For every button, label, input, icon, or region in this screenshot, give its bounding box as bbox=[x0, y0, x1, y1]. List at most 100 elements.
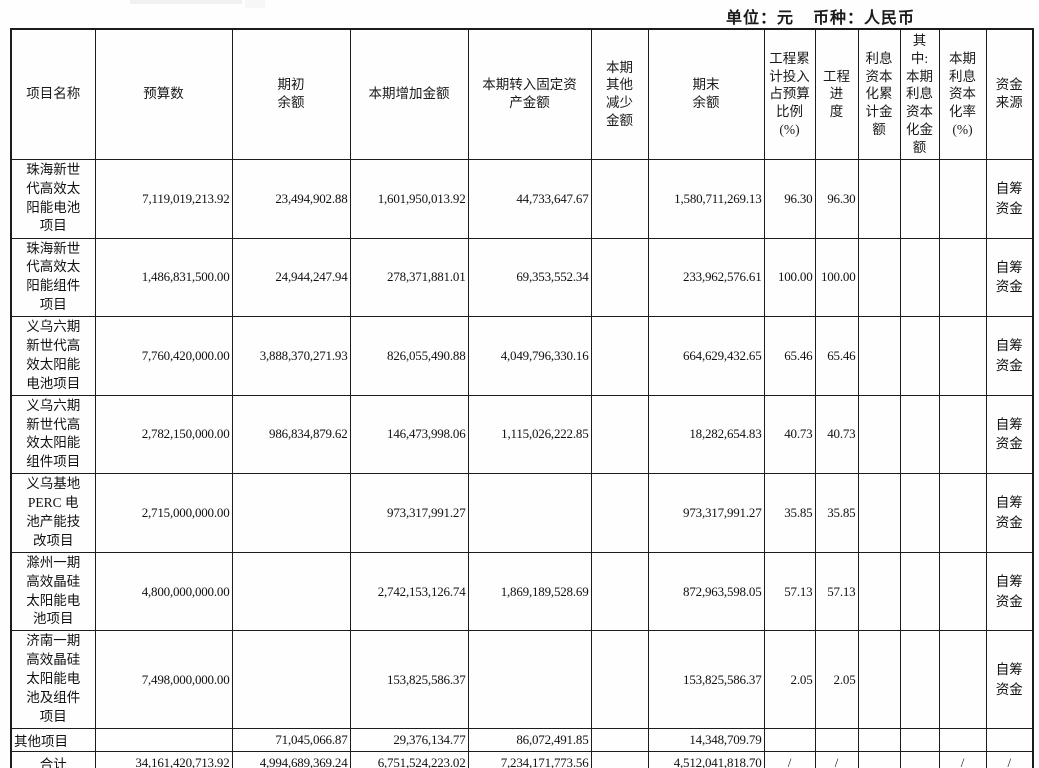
project-name-cell: 珠海新世 代高效太 阳能电池 项目 bbox=[10, 158, 96, 239]
increase-cell: 146,473,998.06 bbox=[349, 394, 469, 475]
progress-cell: 96.30 bbox=[814, 158, 859, 239]
increase-cell: 153,825,586.37 bbox=[349, 630, 469, 729]
funding-source-total-cell: / bbox=[985, 750, 1034, 768]
project-name-cell: 珠海新世 代高效太 阳能组件 项目 bbox=[10, 237, 96, 318]
progress-cell: 35.85 bbox=[814, 473, 859, 553]
currency-label: 币种：人民币 bbox=[813, 10, 916, 27]
budget-cell: 1,486,831,500.00 bbox=[94, 237, 233, 318]
capitalization-rate-cell bbox=[938, 727, 987, 752]
interest-cumulative-cell bbox=[857, 158, 901, 239]
funding-source-cell: 自筹 资金 bbox=[985, 394, 1034, 475]
other-decrease-cell bbox=[590, 158, 649, 239]
closing-balance-cell: 233,962,576.61 bbox=[647, 237, 765, 318]
interest-period-cell bbox=[899, 237, 940, 318]
budget-cell: 7,760,420,000.00 bbox=[94, 316, 233, 396]
col-header-closing-balance: 期末 余额 bbox=[647, 28, 765, 160]
project-name-cell: 济南一期 高效晶硅 太阳能电 池及组件 项目 bbox=[10, 630, 96, 729]
closing-balance-total-cell: 4,512,041,818.70 bbox=[647, 750, 765, 768]
closing-balance-cell: 14,348,709.79 bbox=[647, 727, 765, 752]
scan-artifact bbox=[245, 0, 265, 8]
budget-cell: 7,119,019,213.92 bbox=[94, 158, 233, 239]
capitalization-rate-cell bbox=[938, 394, 987, 475]
transfer-cell: 86,072,491.85 bbox=[467, 727, 592, 752]
transfer-cell bbox=[467, 473, 592, 553]
interest-period-cell bbox=[899, 630, 940, 729]
budget-total-cell: 34,161,420,713.92 bbox=[94, 750, 233, 768]
col-header-capitalized-interest-cumulative: 利息 资本 化累 计金 额 bbox=[857, 28, 901, 160]
table-row: 珠海新世 代高效太 阳能组件 项目 1,486,831,500.00 24,94… bbox=[10, 237, 1034, 318]
table-row: 义乌六期 新世代高 效太阳能 电池项目 7,760,420,000.00 3,8… bbox=[10, 316, 1034, 396]
progress-cell bbox=[814, 727, 859, 752]
interest-period-cell bbox=[899, 473, 940, 553]
col-header-budget: 预算数 bbox=[94, 28, 233, 160]
interest-period-cell bbox=[899, 551, 940, 632]
ratio-total-cell: / bbox=[763, 750, 816, 768]
other-decrease-cell bbox=[590, 237, 649, 318]
interest-period-cell bbox=[899, 394, 940, 475]
ratio-cell: 100.00 bbox=[763, 237, 816, 318]
capitalization-rate-cell bbox=[938, 316, 987, 396]
other-decrease-cell bbox=[590, 473, 649, 553]
capitalization-rate-total-cell: / bbox=[938, 750, 987, 768]
progress-cell: 65.46 bbox=[814, 316, 859, 396]
col-header-opening-balance: 期初 余额 bbox=[231, 28, 351, 160]
opening-balance-cell bbox=[231, 630, 351, 729]
interest-cumulative-total-cell bbox=[857, 750, 901, 768]
opening-balance-cell bbox=[231, 473, 351, 553]
interest-cumulative-cell bbox=[857, 394, 901, 475]
col-header-period-increase: 本期增加金额 bbox=[349, 28, 469, 160]
opening-balance-total-cell: 4,994,689,369.24 bbox=[231, 750, 351, 768]
increase-cell: 826,055,490.88 bbox=[349, 316, 469, 396]
other-decrease-cell bbox=[590, 630, 649, 729]
opening-balance-cell: 3,888,370,271.93 bbox=[231, 316, 351, 396]
scan-artifact bbox=[130, 0, 242, 4]
transfer-total-cell: 7,234,171,773.56 bbox=[467, 750, 592, 768]
interest-cumulative-cell bbox=[857, 551, 901, 632]
increase-cell: 973,317,991.27 bbox=[349, 473, 469, 553]
transfer-cell: 4,049,796,330.16 bbox=[467, 316, 592, 396]
project-name-cell: 滁州一期 高效晶硅 太阳能电 池项目 bbox=[10, 551, 96, 632]
total-label-cell: 合计 bbox=[10, 750, 96, 768]
budget-cell: 7,498,000,000.00 bbox=[94, 630, 233, 729]
construction-projects-table: 项目名称 预算数 期初 余额 本期增加金额 本期转入固定资 产金额 本期 其他 … bbox=[10, 28, 1034, 768]
progress-total-cell: / bbox=[814, 750, 859, 768]
closing-balance-cell: 973,317,991.27 bbox=[647, 473, 765, 553]
capitalization-rate-cell bbox=[938, 158, 987, 239]
interest-period-total-cell bbox=[899, 750, 940, 768]
interest-cumulative-cell bbox=[857, 237, 901, 318]
opening-balance-cell: 23,494,902.88 bbox=[231, 158, 351, 239]
transfer-cell: 1,869,189,528.69 bbox=[467, 551, 592, 632]
funding-source-cell: 自筹 资金 bbox=[985, 630, 1034, 729]
funding-source-cell: 自筹 资金 bbox=[985, 158, 1034, 239]
ratio-cell: 40.73 bbox=[763, 394, 816, 475]
opening-balance-cell: 986,834,879.62 bbox=[231, 394, 351, 475]
progress-cell: 100.00 bbox=[814, 237, 859, 318]
col-header-transfer-to-fixed-assets: 本期转入固定资 产金额 bbox=[467, 28, 592, 160]
budget-cell: 2,782,150,000.00 bbox=[94, 394, 233, 475]
transfer-cell bbox=[467, 630, 592, 729]
other-decrease-cell bbox=[590, 316, 649, 396]
table-row: 义乌基地 PERC 电 池产能技 改项目 2,715,000,000.00 97… bbox=[10, 473, 1034, 553]
transfer-cell: 1,115,026,222.85 bbox=[467, 394, 592, 475]
ratio-cell: 35.85 bbox=[763, 473, 816, 553]
total-row: 合计 34,161,420,713.92 4,994,689,369.24 6,… bbox=[10, 750, 1034, 768]
col-header-project-name: 项目名称 bbox=[10, 28, 96, 160]
capitalization-rate-cell bbox=[938, 237, 987, 318]
progress-cell: 57.13 bbox=[814, 551, 859, 632]
other-projects-row: 其他项目 71,045,066.87 29,376,134.77 86,072,… bbox=[10, 727, 1034, 752]
budget-cell: 4,800,000,000.00 bbox=[94, 551, 233, 632]
opening-balance-cell: 71,045,066.87 bbox=[231, 727, 351, 752]
interest-cumulative-cell bbox=[857, 630, 901, 729]
other-decrease-total-cell bbox=[590, 750, 649, 768]
closing-balance-cell: 153,825,586.37 bbox=[647, 630, 765, 729]
interest-cumulative-cell bbox=[857, 316, 901, 396]
progress-cell: 40.73 bbox=[814, 394, 859, 475]
header-row: 项目名称 预算数 期初 余额 本期增加金额 本期转入固定资 产金额 本期 其他 … bbox=[10, 28, 1034, 160]
ratio-cell: 96.30 bbox=[763, 158, 816, 239]
capitalization-rate-cell bbox=[938, 630, 987, 729]
transfer-cell: 44,733,647.67 bbox=[467, 158, 592, 239]
increase-total-cell: 6,751,524,223.02 bbox=[349, 750, 469, 768]
other-decrease-cell bbox=[590, 394, 649, 475]
table-row: 义乌六期 新世代高 效太阳能 组件项目 2,782,150,000.00 986… bbox=[10, 394, 1034, 475]
project-name-cell: 其他项目 bbox=[10, 727, 96, 752]
